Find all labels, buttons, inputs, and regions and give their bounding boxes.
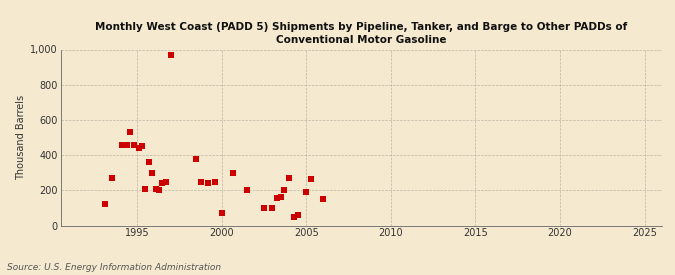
Point <box>106 176 117 180</box>
Point <box>259 206 269 210</box>
Text: Source: U.S. Energy Information Administration: Source: U.S. Energy Information Administ… <box>7 263 221 272</box>
Point <box>125 130 136 134</box>
Point <box>160 179 171 184</box>
Point <box>116 142 127 147</box>
Point <box>267 206 277 210</box>
Point <box>318 197 329 201</box>
Point <box>228 170 239 175</box>
Point <box>242 188 252 192</box>
Point <box>136 144 147 148</box>
Title: Monthly West Coast (PADD 5) Shipments by Pipeline, Tanker, and Barge to Other PA: Monthly West Coast (PADD 5) Shipments by… <box>95 22 627 45</box>
Point <box>292 213 303 217</box>
Y-axis label: Thousand Barrels: Thousand Barrels <box>16 95 26 180</box>
Point <box>99 202 110 207</box>
Point <box>279 188 290 192</box>
Point <box>146 170 157 175</box>
Point <box>306 177 317 181</box>
Point <box>157 181 167 185</box>
Point <box>202 181 213 185</box>
Point <box>301 190 312 194</box>
Point <box>140 186 151 191</box>
Point <box>165 53 176 57</box>
Point <box>289 214 300 219</box>
Point <box>209 179 220 184</box>
Point <box>122 142 132 147</box>
Point <box>216 211 227 215</box>
Point <box>284 176 294 180</box>
Point <box>196 179 207 184</box>
Point <box>133 146 144 150</box>
Point <box>272 196 283 200</box>
Point <box>150 186 161 191</box>
Point <box>143 160 154 164</box>
Point <box>128 142 139 147</box>
Point <box>153 188 164 192</box>
Point <box>275 195 286 200</box>
Point <box>191 156 202 161</box>
